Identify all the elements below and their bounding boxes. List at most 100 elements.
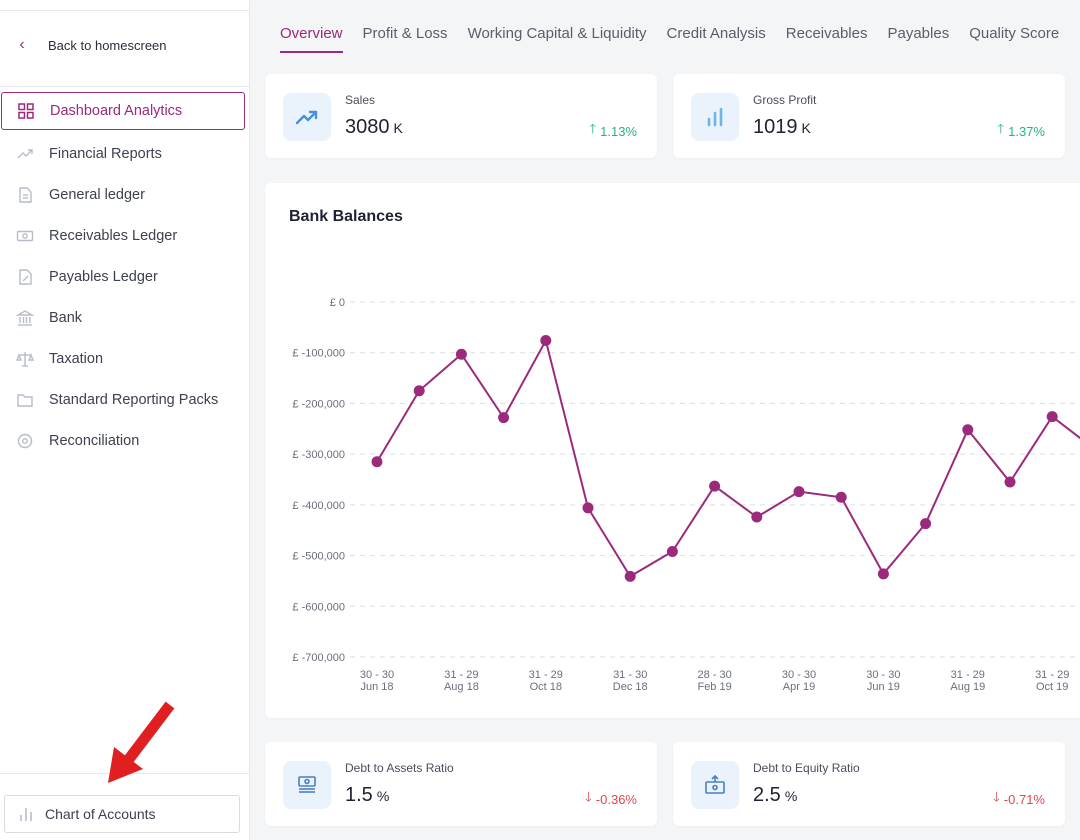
data-point [793,486,805,498]
kpi-label: Debt to Assets Ratio [345,761,454,775]
folder-icon [15,390,35,410]
x-tick-label: 31 - 29 [951,669,985,681]
sales-card: Sales 3080 K 🡑 1.13% [265,74,657,158]
sidebar: ‹ Back to homescreen Dashboard Analytics… [0,0,250,840]
kpi-value: 2.5% [753,784,798,806]
kpi-label: Sales [345,93,376,107]
sidebar-item-payables-ledger[interactable]: Payables Ledger [0,256,249,297]
sidebar-item-general-ledger[interactable]: General ledger [0,174,249,215]
kpi-change: 🡓 -0.36% [585,788,637,810]
arrow-up-icon: 🡑 [589,121,597,136]
data-point [1046,411,1058,423]
divider [0,10,249,11]
data-point [498,412,510,424]
kpi-label: Debt to Equity Ratio [753,761,860,775]
bank-icon [15,308,35,328]
sidebar-item-receivables-ledger[interactable]: Receivables Ledger [0,215,249,256]
data-point [920,518,932,530]
chart-of-accounts-label: Chart of Accounts [45,806,156,822]
x-tick-label: Oct 18 [530,681,562,693]
edit-document-icon [15,267,35,287]
target-icon [15,431,35,451]
kpi-label: Gross Profit [753,93,817,107]
x-tick-label: Aug 19 [950,681,985,693]
sidebar-item-label: General ledger [49,186,145,203]
sidebar-nav: Dashboard Analytics Financial Reports Ge… [0,92,249,461]
data-point [877,568,889,580]
series-line [376,337,1080,578]
kpi-value: 3080 K [345,116,403,138]
bar-chart-icon [691,93,739,141]
bar-chart-icon [17,805,35,823]
y-tick-label: £ -300,000 [292,449,345,461]
data-point [962,424,974,436]
trend-icon [15,144,35,164]
x-tick-label: Jun 19 [867,681,900,693]
bank-balances-card: £ 0 £ -100,000 £ -200,000 £ -300,000 £ -400,… [265,183,1080,718]
document-icon [15,185,35,205]
data-point [582,502,594,514]
tab-quality-score[interactable]: Quality Score [969,25,1060,42]
bank-balances-chart: £ 0 £ -100,000 £ -200,000 £ -300,000 £ -400,… [292,297,1080,693]
y-tick-label: £ 0 [330,297,345,309]
grid-icon [16,101,36,121]
x-tick-label: Feb 19 [697,681,731,693]
sidebar-item-label: Receivables Ledger [49,227,178,244]
data-point [709,480,721,492]
divider [0,86,249,87]
tab-overview[interactable]: Overview [280,0,343,53]
y-tick-label: £ -400,000 [292,500,345,512]
money-upload-icon [691,761,739,809]
red-arrow-icon [108,701,175,783]
tab-working-capital-liquidity[interactable]: Working Capital & Liquidity [467,25,647,42]
arrow-up-icon: 🡑 [997,121,1005,136]
y-tick-label: £ -600,000 [292,601,345,613]
x-tick-label: 30 - 30 [866,669,900,681]
chart-of-accounts-button[interactable]: Chart of Accounts [4,795,240,833]
data-point [666,546,678,558]
sidebar-item-label: Reconciliation [49,432,140,449]
gross-profit-card: Gross Profit 1019 K 🡑 1.37% [673,74,1065,158]
sidebar-item-dashboard-analytics[interactable]: Dashboard Analytics [1,92,245,130]
sidebar-item-label: Financial Reports [49,145,162,162]
sidebar-item-standard-reporting-packs[interactable]: Standard Reporting Packs [0,379,249,420]
kpi-value: 1.5% [345,784,390,806]
y-tick-label: £ -200,000 [292,398,345,410]
x-tick-label: 30 - 30 [782,669,816,681]
sidebar-item-label: Payables Ledger [49,268,158,285]
x-tick-label: 31 - 29 [1035,669,1069,681]
arrow-down-icon: 🡓 [993,789,1000,804]
data-point [835,491,847,503]
x-tick-label: Dec 18 [613,681,648,693]
back-to-homescreen-link[interactable]: ‹ Back to homescreen [14,36,166,54]
tab-profit-loss[interactable]: Profit & Loss [362,25,448,42]
debt-to-assets-card: Debt to Assets Ratio 1.5% 🡓 -0.36% [265,742,657,826]
x-tick-label: Jun 18 [360,681,393,693]
sidebar-item-label: Taxation [49,350,104,367]
y-tick-label: £ -500,000 [292,551,345,563]
sidebar-item-label: Dashboard Analytics [50,103,183,119]
x-tick-label: Oct 19 [1036,681,1068,693]
tab-payables[interactable]: Payables [887,25,950,42]
y-tick-label: £ -100,000 [292,348,345,360]
tab-bar: Overview Profit & Loss Working Capital &… [280,0,1059,54]
data-point [751,511,763,523]
sidebar-item-reconciliation[interactable]: Reconciliation [0,420,249,461]
kpi-change: 🡑 1.13% [589,120,637,142]
tab-receivables[interactable]: Receivables [785,25,868,42]
x-tick-label: 31 - 29 [529,669,563,681]
x-tick-label: 31 - 29 [444,669,478,681]
sidebar-item-taxation[interactable]: Taxation [0,338,249,379]
chart-title: Bank Balances [289,208,403,225]
sidebar-item-bank[interactable]: Bank [0,297,249,338]
chevron-left-icon: ‹ [19,36,25,53]
trending-up-icon [283,93,331,141]
tab-credit-analysis[interactable]: Credit Analysis [666,25,766,42]
x-tick-label: 30 - 30 [360,669,394,681]
data-point [624,570,636,582]
scales-icon [15,349,35,369]
x-tick-label: 28 - 30 [697,669,731,681]
data-point [413,385,425,397]
sidebar-item-financial-reports[interactable]: Financial Reports [0,133,249,174]
debt-to-equity-card: Debt to Equity Ratio 2.5% 🡓 -0.71% [673,742,1065,826]
